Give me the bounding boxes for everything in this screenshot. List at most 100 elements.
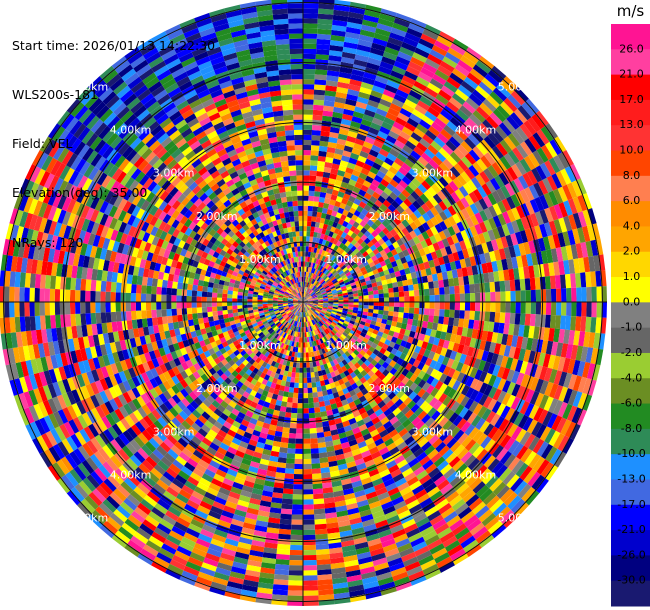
gate-cell	[288, 433, 297, 439]
gate-cell	[323, 105, 334, 112]
gate-cell	[307, 282, 311, 288]
gate-cell	[317, 155, 326, 162]
gate-cell	[330, 168, 339, 175]
gate-cell	[312, 109, 324, 116]
gate-cell	[310, 226, 315, 232]
gate-cell	[563, 260, 571, 275]
gate-cell	[448, 278, 455, 287]
gate-cell	[282, 488, 294, 495]
gate-cell	[444, 51, 461, 64]
gate-cell	[386, 152, 397, 162]
gate-cell	[435, 345, 443, 355]
gate-cell	[439, 220, 448, 231]
gate-cell	[328, 220, 334, 227]
gate-cell	[407, 318, 414, 326]
gate-cell	[582, 209, 592, 226]
gate-cell	[415, 242, 424, 251]
gate-cell	[494, 175, 505, 188]
gate-cell	[351, 312, 358, 317]
gate-cell	[336, 287, 342, 291]
gate-cell	[323, 299, 329, 301]
gate-cell	[438, 147, 450, 159]
gate-cell	[401, 126, 414, 137]
gate-cell	[383, 246, 391, 254]
gate-cell	[389, 179, 399, 188]
gate-cell	[515, 302, 521, 314]
gate-cell	[294, 377, 299, 383]
gate-cell	[338, 305, 344, 309]
gate-cell	[437, 240, 445, 250]
gate-cell	[389, 148, 400, 158]
gate-cell	[428, 125, 441, 137]
gate-cell	[430, 216, 439, 226]
gate-cell	[427, 186, 437, 197]
gate-cell	[436, 132, 449, 144]
gate-cell	[373, 174, 383, 183]
gate-cell	[553, 155, 565, 171]
gate-cell	[303, 499, 314, 505]
gate-cell	[342, 310, 348, 314]
gate-cell	[560, 343, 569, 358]
gate-cell	[363, 192, 372, 200]
gate-cell	[325, 270, 331, 276]
gate-cell	[469, 256, 477, 267]
gate-cell	[331, 309, 338, 313]
gate-cell	[317, 160, 326, 167]
gate-cell	[478, 122, 492, 136]
gate-cell	[407, 278, 414, 286]
gate-cell	[392, 208, 401, 218]
gate-cell	[333, 296, 339, 299]
gate-cell	[488, 271, 495, 283]
gate-cell	[303, 297, 306, 302]
gate-cell	[333, 303, 339, 306]
gate-cell	[363, 291, 369, 296]
gate-cell	[433, 233, 442, 243]
gate-cell	[545, 302, 552, 315]
gate-cell	[316, 171, 324, 177]
gate-cell	[554, 315, 561, 329]
gate-cell	[440, 247, 448, 257]
gate-cell	[442, 158, 454, 170]
gate-cell	[408, 284, 414, 291]
gate-cell	[406, 65, 421, 77]
gate-cell	[297, 403, 303, 409]
gate-cell	[339, 160, 349, 168]
gate-cell	[476, 158, 488, 171]
gate-cell	[338, 262, 345, 269]
gate-cell	[568, 259, 576, 274]
gate-cell	[449, 350, 458, 361]
gate-cell	[295, 372, 300, 378]
gate-cell	[309, 422, 317, 429]
gate-cell	[359, 86, 372, 95]
gate-cell	[303, 297, 306, 302]
gate-cell	[587, 208, 597, 225]
gate-cell	[303, 200, 309, 206]
gate-cell	[384, 273, 392, 280]
gate-cell	[345, 140, 355, 148]
gate-cell	[309, 283, 313, 289]
gate-cell	[343, 306, 349, 310]
gate-cell	[465, 205, 475, 217]
gate-cell	[311, 140, 320, 146]
gate-cell	[320, 273, 326, 279]
gate-cell	[305, 282, 308, 288]
gate-cell	[381, 318, 388, 325]
gate-cell	[338, 71, 352, 79]
gate-cell	[317, 206, 323, 213]
gate-cell	[308, 302, 314, 304]
gate-cell	[355, 251, 363, 258]
gate-cell	[365, 175, 374, 184]
gate-cell	[497, 213, 507, 226]
gate-cell	[478, 56, 495, 70]
gate-cell	[422, 222, 431, 232]
gate-cell	[526, 337, 534, 351]
gate-cell	[311, 453, 320, 459]
gate-cell	[365, 4, 382, 14]
gate-cell	[355, 160, 365, 168]
gate-cell	[483, 168, 495, 181]
gate-cell	[303, 43, 317, 49]
gate-cell	[316, 270, 321, 276]
gate-cell	[511, 370, 520, 384]
gate-cell	[411, 164, 422, 174]
gate-cell	[338, 236, 345, 243]
